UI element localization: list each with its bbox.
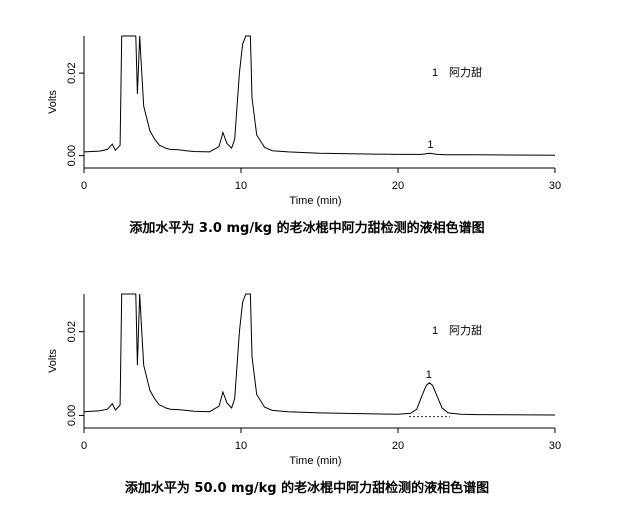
y-tick-group: 0.00 0.02 [66,62,84,166]
panel-caption: 添加水平为 3.0 mg/kg 的老冰棍中阿力甜检测的液相色谱图 [129,220,484,236]
legend-peak-number: 1 [432,67,438,79]
legend-peak-number: 1 [432,325,438,337]
x-tick-label: 30 [549,440,561,452]
x-tick-label: 10 [235,180,247,192]
y-tick-label: 0.02 [66,321,78,342]
signal-trace [83,293,556,416]
y-tick-label: 0.02 [66,62,78,83]
legend-compound-name: 阿力甜 [449,324,482,337]
x-tick-label: 20 [392,440,404,452]
legend-compound-name: 阿力甜 [449,66,482,79]
y-tick-label: 0.00 [66,405,78,426]
peak-label: 1 [426,369,432,381]
y-tick-label: 0.00 [66,145,78,166]
x-tick-label: 30 [549,180,561,192]
x-axis-title: Time (min) [289,195,341,207]
peak-label: 1 [427,139,433,151]
y-axis-title: Volts [47,90,59,114]
chromatogram-panel-1: 0.000.02 0 10 20 30 Volts Time (min) 1 阿力甜 … [47,35,561,236]
y-tick-group: 0.00 0.02 [66,321,84,426]
x-tick-group: 0 10 20 30 [81,428,561,452]
chromatogram-panel-2: 0.000.02 0 10 20 30 Volts Time (min) 1 阿力甜 … [47,293,561,496]
x-tick-label: 0 [81,440,87,452]
signal-trace [83,35,556,156]
x-axis-title: Time (min) [289,455,341,467]
panel-caption: 添加水平为 50.0 mg/kg 的老冰棍中阿力甜检测的液相色谱图 [125,480,489,496]
x-tick-label: 10 [235,440,247,452]
x-tick-label: 20 [392,180,404,192]
y-axis-title: Volts [47,349,59,373]
x-tick-group: 0 10 20 30 [81,168,561,192]
x-tick-label: 0 [81,180,87,192]
